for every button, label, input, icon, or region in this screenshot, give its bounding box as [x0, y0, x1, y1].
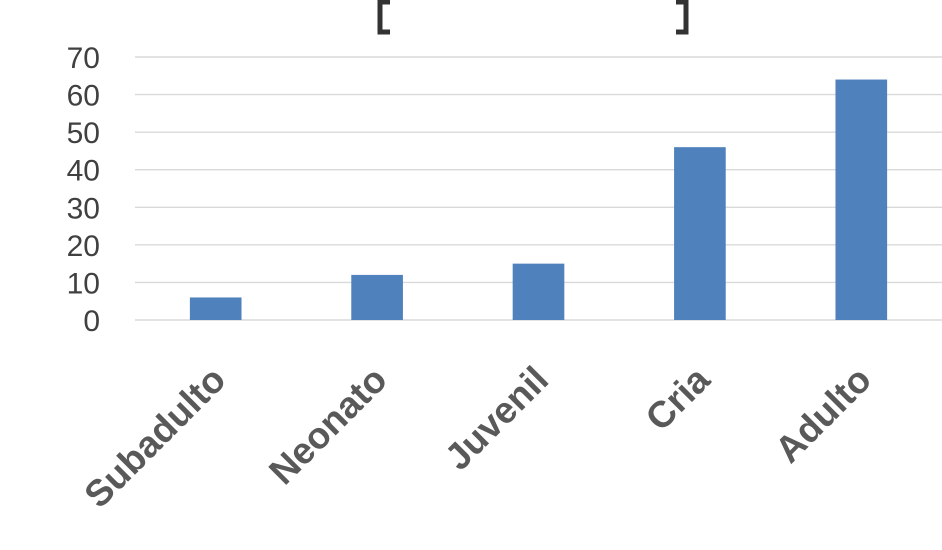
- y-tick-label: 50: [67, 117, 100, 150]
- y-tick-label: 30: [67, 192, 100, 225]
- x-tick-label-adulto: Adulto: [767, 359, 879, 471]
- bar-juvenil: [512, 263, 565, 320]
- x-tick-label-neonato: Neonato: [261, 359, 395, 493]
- bar-neonato: [351, 274, 403, 320]
- bar-adulto: [835, 79, 888, 321]
- y-tick-label: 40: [67, 155, 100, 188]
- x-tick-label-juvenil: Juvenil: [437, 359, 556, 478]
- y-tick-label: 0: [83, 305, 100, 338]
- bars: [189, 79, 888, 321]
- bar-subadulto: [189, 297, 242, 320]
- x-tick-label-subadulto: Subadulto: [76, 359, 233, 516]
- y-tick-label: 20: [67, 230, 100, 263]
- chart-title-fragment: [377, 0, 689, 35]
- x-axis-labels: Subadulto Neonato Juvenil Cria Adulto: [76, 358, 878, 515]
- y-tick-label: 10: [67, 267, 100, 300]
- bar-cria: [674, 147, 726, 320]
- y-tick-label: 70: [67, 42, 100, 75]
- gridlines: [135, 56, 942, 321]
- y-axis-labels: 0 10 20 30 40 50 60 70: [67, 42, 100, 338]
- y-tick-label: 60: [67, 80, 100, 113]
- x-tick-label-cria: Cria: [638, 358, 718, 438]
